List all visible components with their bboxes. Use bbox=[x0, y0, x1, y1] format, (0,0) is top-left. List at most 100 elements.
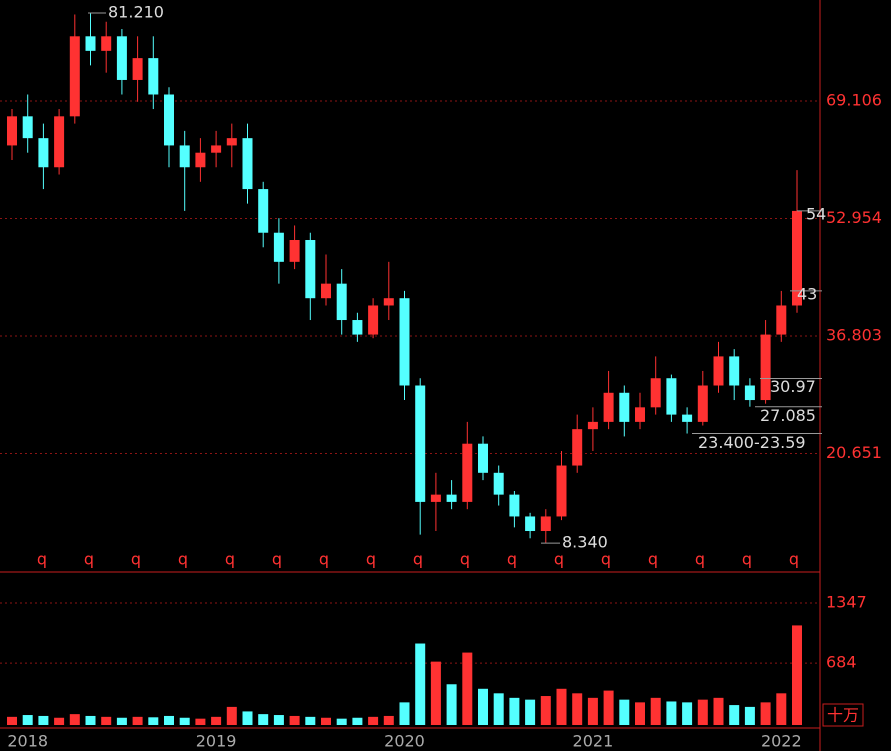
dividend-marker: q bbox=[178, 550, 188, 569]
x-tick-label: 2020 bbox=[384, 732, 425, 751]
volume-bar bbox=[242, 711, 253, 725]
candle-body bbox=[760, 334, 771, 401]
candle-body bbox=[321, 283, 331, 299]
candle-body bbox=[38, 138, 49, 168]
volume-bar bbox=[603, 690, 614, 725]
volume-bar bbox=[462, 652, 473, 725]
candle-body bbox=[556, 465, 567, 517]
volume-bar bbox=[226, 706, 237, 725]
y-tick-label: 52.954 bbox=[826, 208, 882, 227]
dividend-marker: q bbox=[272, 550, 282, 569]
y-tick-label: 20.651 bbox=[826, 443, 882, 462]
candle-body bbox=[587, 421, 598, 430]
volume-bar bbox=[572, 693, 583, 725]
candle-body bbox=[273, 232, 284, 262]
annotation-label: 23.400-23.59 bbox=[698, 433, 806, 452]
volume-bar bbox=[22, 715, 33, 725]
volume-bar bbox=[164, 715, 174, 725]
volume-bar bbox=[619, 699, 630, 725]
candle-body bbox=[164, 94, 174, 146]
candle-body bbox=[666, 378, 677, 415]
annotation-label: 54 bbox=[806, 204, 826, 223]
candle-body bbox=[776, 305, 787, 335]
candle-body bbox=[446, 494, 457, 502]
volume-bar bbox=[54, 717, 65, 725]
dividend-marker: q bbox=[789, 550, 799, 569]
dividend-marker: q bbox=[601, 550, 611, 569]
candle-body bbox=[729, 356, 740, 386]
candle-body bbox=[195, 152, 206, 168]
volume-bar bbox=[352, 717, 363, 725]
dividend-marker: q bbox=[554, 550, 564, 569]
candle-body bbox=[22, 116, 33, 139]
candle-body bbox=[603, 392, 614, 422]
volume-bar bbox=[493, 693, 504, 725]
x-tick-label: 2021 bbox=[573, 732, 614, 751]
candle-body bbox=[430, 494, 441, 502]
volume-bar bbox=[697, 699, 708, 725]
candle-body bbox=[132, 58, 143, 80]
candle-body bbox=[493, 472, 504, 495]
unit-box bbox=[822, 703, 864, 727]
x-tick-label: 2018 bbox=[7, 732, 48, 751]
volume-bar bbox=[587, 697, 598, 725]
candle-body bbox=[336, 283, 347, 321]
volume-bar bbox=[132, 716, 143, 725]
candle-body bbox=[415, 385, 426, 502]
dividend-marker: q bbox=[366, 550, 376, 569]
volume-bar bbox=[148, 717, 159, 725]
x-tick-label: 2022 bbox=[761, 732, 802, 751]
candle-body bbox=[179, 145, 190, 168]
annotation-label: 8.340 bbox=[562, 533, 608, 552]
dividend-marker: q bbox=[648, 550, 658, 569]
candle-body bbox=[69, 36, 80, 117]
dividend-marker: q bbox=[225, 550, 235, 569]
volume-bar bbox=[211, 716, 222, 725]
candle-body bbox=[744, 385, 755, 401]
volume-bar bbox=[556, 688, 567, 725]
volume-bar bbox=[650, 697, 661, 725]
dividend-marker: q bbox=[319, 550, 329, 569]
dividend-marker: q bbox=[131, 550, 141, 569]
volume-bar bbox=[478, 688, 488, 725]
candle-body bbox=[572, 429, 583, 466]
volume-bar bbox=[776, 693, 787, 725]
x-tick-label: 2019 bbox=[196, 732, 237, 751]
volume-bar bbox=[273, 715, 284, 725]
candle-body bbox=[85, 36, 96, 51]
volume-bar bbox=[713, 697, 724, 725]
candle-body bbox=[525, 516, 536, 532]
annotation-label: 43 bbox=[797, 284, 817, 303]
volume-bar bbox=[540, 696, 551, 725]
candle-body bbox=[478, 443, 488, 473]
candle-body bbox=[650, 378, 661, 408]
candle-body bbox=[509, 494, 520, 517]
volume-bar bbox=[85, 715, 96, 725]
volume-bar bbox=[258, 714, 269, 725]
volume-bar bbox=[38, 715, 49, 725]
dividend-marker: q bbox=[507, 550, 517, 569]
y-tick-label: 69.106 bbox=[826, 91, 882, 110]
candle-body bbox=[352, 320, 363, 335]
volume-tick-label: 1347 bbox=[826, 593, 867, 612]
candle-body bbox=[792, 210, 802, 306]
volume-bar bbox=[509, 697, 520, 725]
candle-body bbox=[289, 240, 300, 262]
volume-bar bbox=[195, 718, 206, 725]
volume-bar bbox=[792, 625, 802, 725]
candle-body bbox=[713, 356, 724, 386]
candle-body bbox=[697, 385, 708, 422]
candle-body bbox=[211, 145, 222, 153]
y-tick-label: 36.803 bbox=[826, 326, 882, 345]
candle-body bbox=[635, 407, 645, 422]
candle-body bbox=[682, 414, 693, 422]
annotation-label: 30.97 bbox=[770, 377, 816, 396]
candle-body bbox=[399, 298, 410, 386]
volume-bar bbox=[69, 714, 80, 725]
dividend-marker: q bbox=[742, 550, 752, 569]
volume-tick-label: 684 bbox=[826, 653, 857, 672]
volume-bar bbox=[430, 661, 441, 725]
